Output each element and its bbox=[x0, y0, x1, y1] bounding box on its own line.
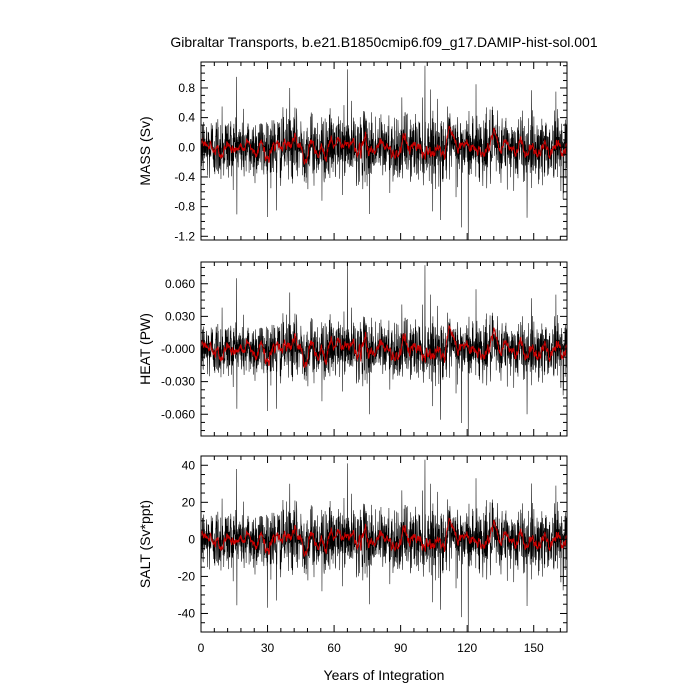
salt-panel: -40 -20 0 20 40 0 30 60 90 120 150 SALT (Sv*ppt) bbox=[137, 455, 568, 655]
mass-y-tick-label: 0.4 bbox=[178, 111, 195, 125]
salt-y-tick-label: 20 bbox=[182, 495, 196, 509]
x-tick-label: 120 bbox=[457, 641, 477, 655]
heat-y-tick-label: 0.060 bbox=[165, 277, 195, 291]
x-tick-label: 150 bbox=[524, 641, 544, 655]
salt-y-tick-label: 0 bbox=[188, 532, 195, 546]
mass-monthly-series-line bbox=[201, 65, 567, 240]
mass-y-tick-label: 0.8 bbox=[178, 81, 195, 95]
mass-y-axis-label: MASS (Sv) bbox=[137, 116, 153, 185]
heat-y-tick-label: -0.030 bbox=[161, 375, 195, 389]
mass-y-tick-label: 0.0 bbox=[178, 140, 195, 154]
salt-y-tick-label: 40 bbox=[182, 458, 196, 472]
salt-y-tick-label: -20 bbox=[178, 569, 196, 583]
mass-smoothed-series-line bbox=[201, 125, 567, 165]
mass-y-tick-label: -1.2 bbox=[174, 229, 195, 243]
heat-y-tick-label: -0.000 bbox=[161, 342, 195, 356]
salt-monthly-series-line bbox=[201, 459, 567, 632]
x-tick-label: 90 bbox=[394, 641, 408, 655]
salt-smoothed-series-line bbox=[201, 517, 567, 557]
x-tick-label: 0 bbox=[198, 641, 205, 655]
heat-panel: -0.060 -0.030 -0.000 0.030 0.060 HEAT (PW) bbox=[137, 261, 568, 437]
heat-y-tick-label: 0.030 bbox=[165, 309, 195, 323]
heat-y-axis-label: HEAT (PW) bbox=[137, 313, 153, 385]
mass-y-tick-label: -0.8 bbox=[174, 200, 195, 214]
mass-y-tick-label: -0.4 bbox=[174, 170, 195, 184]
heat-y-tick-label: -0.060 bbox=[161, 407, 195, 421]
salt-y-tick-label: -40 bbox=[178, 606, 196, 620]
x-tick-label: 60 bbox=[327, 641, 341, 655]
mass-panel: -1.2 -0.8 -0.4 0.0 0.4 0.8 MASS (Sv) bbox=[137, 61, 568, 243]
mass-plot-frame bbox=[200, 61, 568, 241]
heat-monthly-series-line bbox=[201, 262, 567, 436]
x-tick-label: 30 bbox=[261, 641, 275, 655]
salt-y-axis-label: SALT (Sv*ppt) bbox=[137, 500, 153, 588]
salt-plot-frame bbox=[200, 455, 568, 633]
figure-title: Gibraltar Transports, b.e21.B1850cmip6.f… bbox=[170, 34, 597, 50]
heat-smoothed-series-line bbox=[201, 324, 567, 369]
x-axis-label: Years of Integration bbox=[324, 667, 445, 683]
